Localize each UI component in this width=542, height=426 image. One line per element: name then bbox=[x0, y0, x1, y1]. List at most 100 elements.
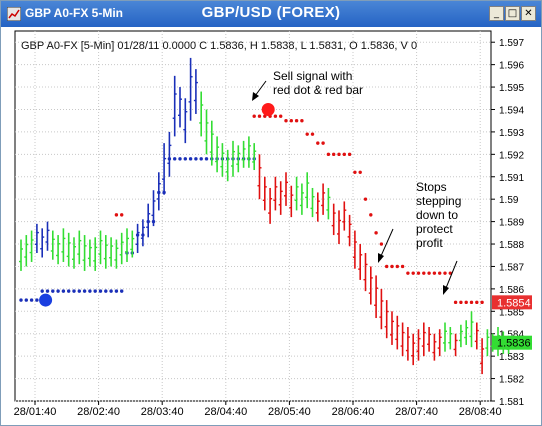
blue-stop-dot bbox=[19, 298, 23, 302]
blue-stop-dot bbox=[29, 298, 34, 302]
price-bar bbox=[114, 239, 119, 269]
y-tick-label: 1.597 bbox=[499, 38, 524, 49]
red-stop-dot bbox=[374, 231, 378, 235]
red-signal-dot bbox=[261, 102, 275, 116]
blue-stop-dot bbox=[120, 289, 124, 293]
price-bar bbox=[437, 329, 442, 357]
red-stop-dot bbox=[422, 271, 426, 275]
price-bar bbox=[480, 338, 485, 375]
red-stop-dot bbox=[411, 271, 415, 275]
red-stop-dot bbox=[294, 118, 299, 123]
grid-lines bbox=[15, 31, 491, 402]
blue-stop-dot bbox=[61, 289, 66, 293]
sell-annotation-line-1: Sell signal with bbox=[273, 69, 352, 83]
price-bar bbox=[199, 91, 204, 137]
price-bar bbox=[87, 239, 92, 267]
close-button[interactable]: ✕ bbox=[521, 6, 536, 21]
price-bar bbox=[485, 329, 490, 357]
blue-stop-dot bbox=[204, 157, 209, 161]
red-stop-dot bbox=[385, 264, 389, 269]
price-bar bbox=[151, 190, 156, 227]
blue-stop-dot bbox=[88, 289, 92, 293]
blue-stop-dot bbox=[183, 157, 187, 161]
stops-annotation: Stops stepping down to protect profit bbox=[378, 180, 461, 295]
y-tick-label: 1.591 bbox=[499, 173, 524, 184]
red-stop-dot bbox=[289, 118, 293, 123]
price-bar bbox=[19, 239, 23, 271]
price-bar bbox=[66, 232, 71, 267]
price-bar bbox=[98, 230, 103, 265]
price-bar bbox=[395, 315, 400, 350]
price-bar bbox=[34, 223, 39, 253]
blue-stop-dot bbox=[109, 289, 113, 293]
price-bar bbox=[342, 201, 347, 231]
red-stop-dot bbox=[448, 271, 452, 275]
red-stop-dot bbox=[353, 170, 357, 174]
price-bar bbox=[209, 120, 214, 166]
price-bar bbox=[109, 237, 114, 267]
price-bar bbox=[82, 235, 87, 271]
y-tick-label: 1.586 bbox=[499, 285, 524, 296]
maximize-button[interactable]: □ bbox=[505, 6, 520, 21]
red-stop-dot bbox=[438, 271, 442, 275]
sell-signal-annotation: Sell signal with red dot & red bar bbox=[252, 69, 363, 101]
blue-stop-dot bbox=[98, 289, 103, 293]
stops-line-3: down to bbox=[416, 208, 458, 222]
price-bar bbox=[231, 140, 235, 177]
y-tick-label: 1.587 bbox=[499, 262, 524, 273]
price-bar bbox=[384, 300, 389, 339]
y-tick-label: 1.581 bbox=[499, 397, 524, 408]
signal-dots bbox=[39, 102, 275, 307]
price-bar bbox=[405, 327, 410, 361]
price-bar bbox=[294, 176, 299, 211]
price-bar bbox=[156, 172, 161, 211]
last-price-text: 1.5836 bbox=[497, 338, 531, 350]
price-bar bbox=[299, 183, 304, 215]
price-bar bbox=[183, 98, 188, 144]
price-bar bbox=[368, 266, 373, 305]
red-stop-dot bbox=[406, 271, 410, 275]
red-stop-dot bbox=[363, 197, 368, 201]
stop-price-text: 1.5854 bbox=[497, 297, 531, 309]
price-bar bbox=[56, 235, 61, 265]
price-bar bbox=[416, 329, 421, 361]
red-stop-dot bbox=[369, 213, 373, 217]
red-stop-dot bbox=[443, 271, 447, 275]
price-bar bbox=[284, 172, 288, 206]
y-tick-label: 1.585 bbox=[499, 307, 524, 318]
price-bar bbox=[45, 221, 50, 251]
price-bar bbox=[432, 333, 437, 361]
price-bar bbox=[172, 75, 177, 137]
red-stop-dot bbox=[284, 118, 288, 123]
stops-line-2: stepping bbox=[416, 194, 461, 208]
red-stop-dot bbox=[120, 213, 124, 217]
price-bar bbox=[289, 185, 294, 218]
price-bar bbox=[310, 187, 315, 218]
price-bar bbox=[448, 327, 453, 350]
blue-stop-dot bbox=[24, 298, 28, 302]
price-bar bbox=[443, 322, 447, 352]
blue-stop-dot bbox=[93, 289, 97, 293]
price-bar bbox=[193, 69, 198, 114]
x-axis: 28/01:40 28/02:40 28/03:40 28/04:40 28/05:40… bbox=[14, 401, 502, 418]
price-bar bbox=[352, 230, 357, 269]
blue-stop-dot bbox=[178, 157, 182, 161]
red-stop-dot bbox=[475, 300, 479, 305]
x-tick-label: 28/08:40 bbox=[459, 406, 502, 418]
blue-stop-dot bbox=[173, 157, 177, 161]
price-bar bbox=[204, 109, 209, 155]
title-bar[interactable]: GBP A0-FX 5-Min GBP/USD (FOREX) _ □ ✕ bbox=[1, 1, 541, 27]
price-bar bbox=[125, 228, 129, 262]
y-tick-label: 1.595 bbox=[499, 83, 524, 94]
price-bar bbox=[119, 232, 124, 265]
price-bar bbox=[40, 228, 45, 258]
red-stop-dot bbox=[453, 300, 458, 305]
price-bar bbox=[464, 320, 469, 345]
blue-stop-dot bbox=[199, 157, 203, 161]
price-bar bbox=[374, 275, 379, 319]
price-bar bbox=[77, 230, 82, 265]
price-chart[interactable]: 1.597 1.596 1.595 1.594 1.593 1.592 1.591 1.59 1… bbox=[1, 27, 541, 425]
y-tick-label: 1.588 bbox=[499, 240, 524, 251]
minimize-button[interactable]: _ bbox=[489, 6, 504, 21]
blue-stop-dot bbox=[104, 289, 108, 293]
